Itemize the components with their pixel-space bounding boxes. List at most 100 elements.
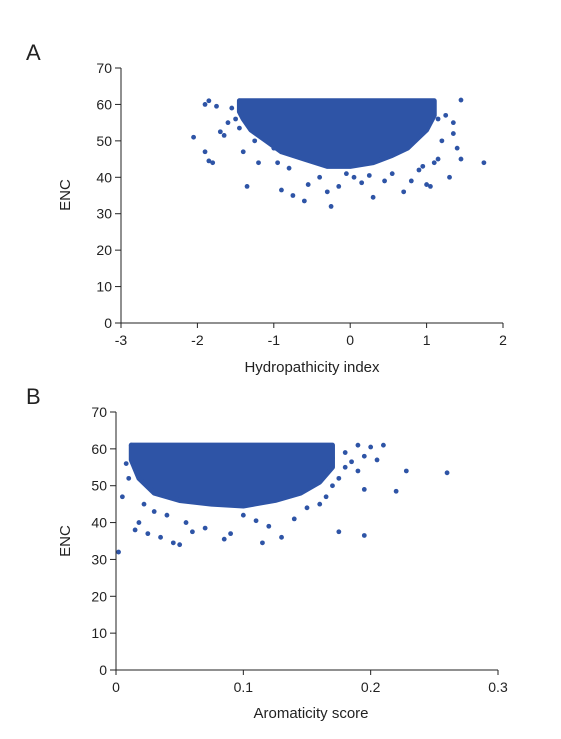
panel-a-data-point <box>450 131 456 136</box>
panel-b-data-point <box>141 501 147 507</box>
panel-b-y-tick-label: 40 <box>91 515 107 531</box>
panel-b-x-tick-label: 0.2 <box>361 679 381 695</box>
panel-a-y-tick-label: 50 <box>96 133 112 149</box>
panel-a-data-point <box>244 183 250 189</box>
panel-a-y-ticks: 0 10 20 30 40 50 60 70 <box>96 60 121 331</box>
panel-a-x-tick-label: 1 <box>423 332 431 348</box>
panel-b-y-tick-label: 10 <box>91 625 107 641</box>
panel-b-data-point <box>336 475 342 481</box>
panel-b-data-point <box>253 518 259 524</box>
panel-b-data-point <box>368 444 374 450</box>
panel-b-data-point <box>342 450 348 455</box>
panel-a-data-point <box>271 145 277 151</box>
panel-a-data-point <box>202 102 208 107</box>
panel-b-y-tick-label: 70 <box>91 404 107 420</box>
panel-b-data-point <box>361 533 367 538</box>
panel-a-y-tick-label: 20 <box>96 242 112 258</box>
panel-a-data-point <box>240 149 246 155</box>
panel-b-y-ticks: 0 10 20 30 40 50 60 70 <box>91 404 116 678</box>
panel-a-data-point <box>424 182 429 187</box>
panel-b-data-point <box>170 540 176 546</box>
panel-a-data-point <box>275 160 281 166</box>
panel-b-data-point <box>136 520 142 525</box>
panel-b-data-point <box>116 549 121 555</box>
panel-a-y-tick-label: 70 <box>96 60 112 76</box>
panel-b-data-point <box>119 494 125 500</box>
panel-a-data-point <box>217 129 223 135</box>
panel-b-y-tick-label: 30 <box>91 551 107 567</box>
panel-a-data-point <box>252 138 258 144</box>
panel-a-data-point <box>416 167 422 173</box>
panel-b-data-point <box>403 468 409 474</box>
panel-b-data-point <box>183 520 189 525</box>
panel-a-data-point <box>389 171 395 177</box>
panel-a-data-point <box>237 98 242 104</box>
panel-a-data-point <box>210 160 216 166</box>
panel-b-x-axis-label: Aromaticity score <box>253 705 368 722</box>
panel-a-x-ticks: -3 -2 -1 0 1 2 <box>115 323 507 348</box>
panel-b-data-point <box>304 505 310 511</box>
panel-a-data-point <box>428 183 433 189</box>
panel-a-x-tick-label: -2 <box>191 332 204 348</box>
panel-a-data-point <box>336 183 342 189</box>
panel-b-data-point <box>361 487 367 492</box>
panel-b-data-point <box>349 459 354 465</box>
panel-a-data-point <box>408 178 414 184</box>
panel-a-data-point <box>343 171 349 177</box>
panel-b-data-point <box>202 525 208 531</box>
panel-b-data-point <box>323 494 329 500</box>
panel-a-data-point <box>206 158 212 164</box>
panel-b-data-point <box>330 483 335 489</box>
panel-a-x-tick-label: 2 <box>499 332 507 348</box>
panel-b-data-point <box>342 464 348 470</box>
panel-b-y-tick-label: 50 <box>91 478 107 494</box>
panel-a-data-point <box>458 156 464 162</box>
panel-b-data-point <box>355 468 361 474</box>
panel-b-data-point <box>128 442 134 448</box>
panel-a-data-point <box>435 156 441 162</box>
panel-b-data-point <box>355 442 361 448</box>
panel-b-x-ticks: 0 0.1 0.2 0.3 <box>112 670 508 695</box>
panel-b-data-point <box>126 475 132 481</box>
panel-a-data-point <box>191 134 196 140</box>
panel-a-y-tick-label: 0 <box>104 315 112 331</box>
panel-a-data-point <box>279 187 284 193</box>
panel-b-y-tick-label: 60 <box>91 441 107 457</box>
panel-b-data-point <box>361 453 367 459</box>
panel-a-data-point <box>431 160 437 166</box>
panel-a-data-point <box>481 160 487 166</box>
panel-b-data-point <box>221 536 227 542</box>
panel-a-data-point <box>317 174 323 180</box>
panel-a-data-point <box>382 178 387 184</box>
panel-b-data-point <box>190 529 195 535</box>
panel-a-data-point <box>233 116 239 122</box>
panel-a-data-point <box>221 132 227 138</box>
panel-a-data-point <box>439 138 445 144</box>
panel-a-points <box>191 97 487 209</box>
panel-a-x-axis-label: Hydropathicity index <box>244 359 380 376</box>
panel-a-data-point <box>428 109 433 115</box>
panel-b-y-tick-label: 0 <box>99 662 107 678</box>
panel-a-data-point <box>443 112 449 118</box>
panel-a-data-point <box>229 105 235 111</box>
panel-b-data-point <box>279 534 284 540</box>
panel-a-data-point <box>366 173 372 178</box>
panel-a-data-point <box>244 99 250 104</box>
panel-a-data-point <box>305 182 311 187</box>
panel-b-data-point <box>330 455 335 461</box>
panel-a-data-point <box>450 120 456 126</box>
panel-a-data-point <box>206 98 212 104</box>
panel-a-y-axis-label: ENC <box>57 179 74 211</box>
panel-a-data-point <box>359 180 365 186</box>
panel-b-data-point <box>145 531 151 537</box>
panel-b: B 0 10 20 30 40 50 60 70 0 0.1 0.2 0.3 Aromaticity… <box>26 384 508 722</box>
panel-a-data-point <box>256 160 261 166</box>
panel-b-data-point <box>444 470 450 476</box>
panel-b-data-point <box>393 488 399 494</box>
panel-a-data-point <box>202 149 208 155</box>
panel-a-x-tick-label: 0 <box>346 332 354 348</box>
panel-a-data-point <box>435 116 441 122</box>
panel-b-y-axis-label: ENC <box>57 525 74 557</box>
panel-a-data-point <box>401 189 407 195</box>
panel-b-data-point <box>381 442 386 448</box>
